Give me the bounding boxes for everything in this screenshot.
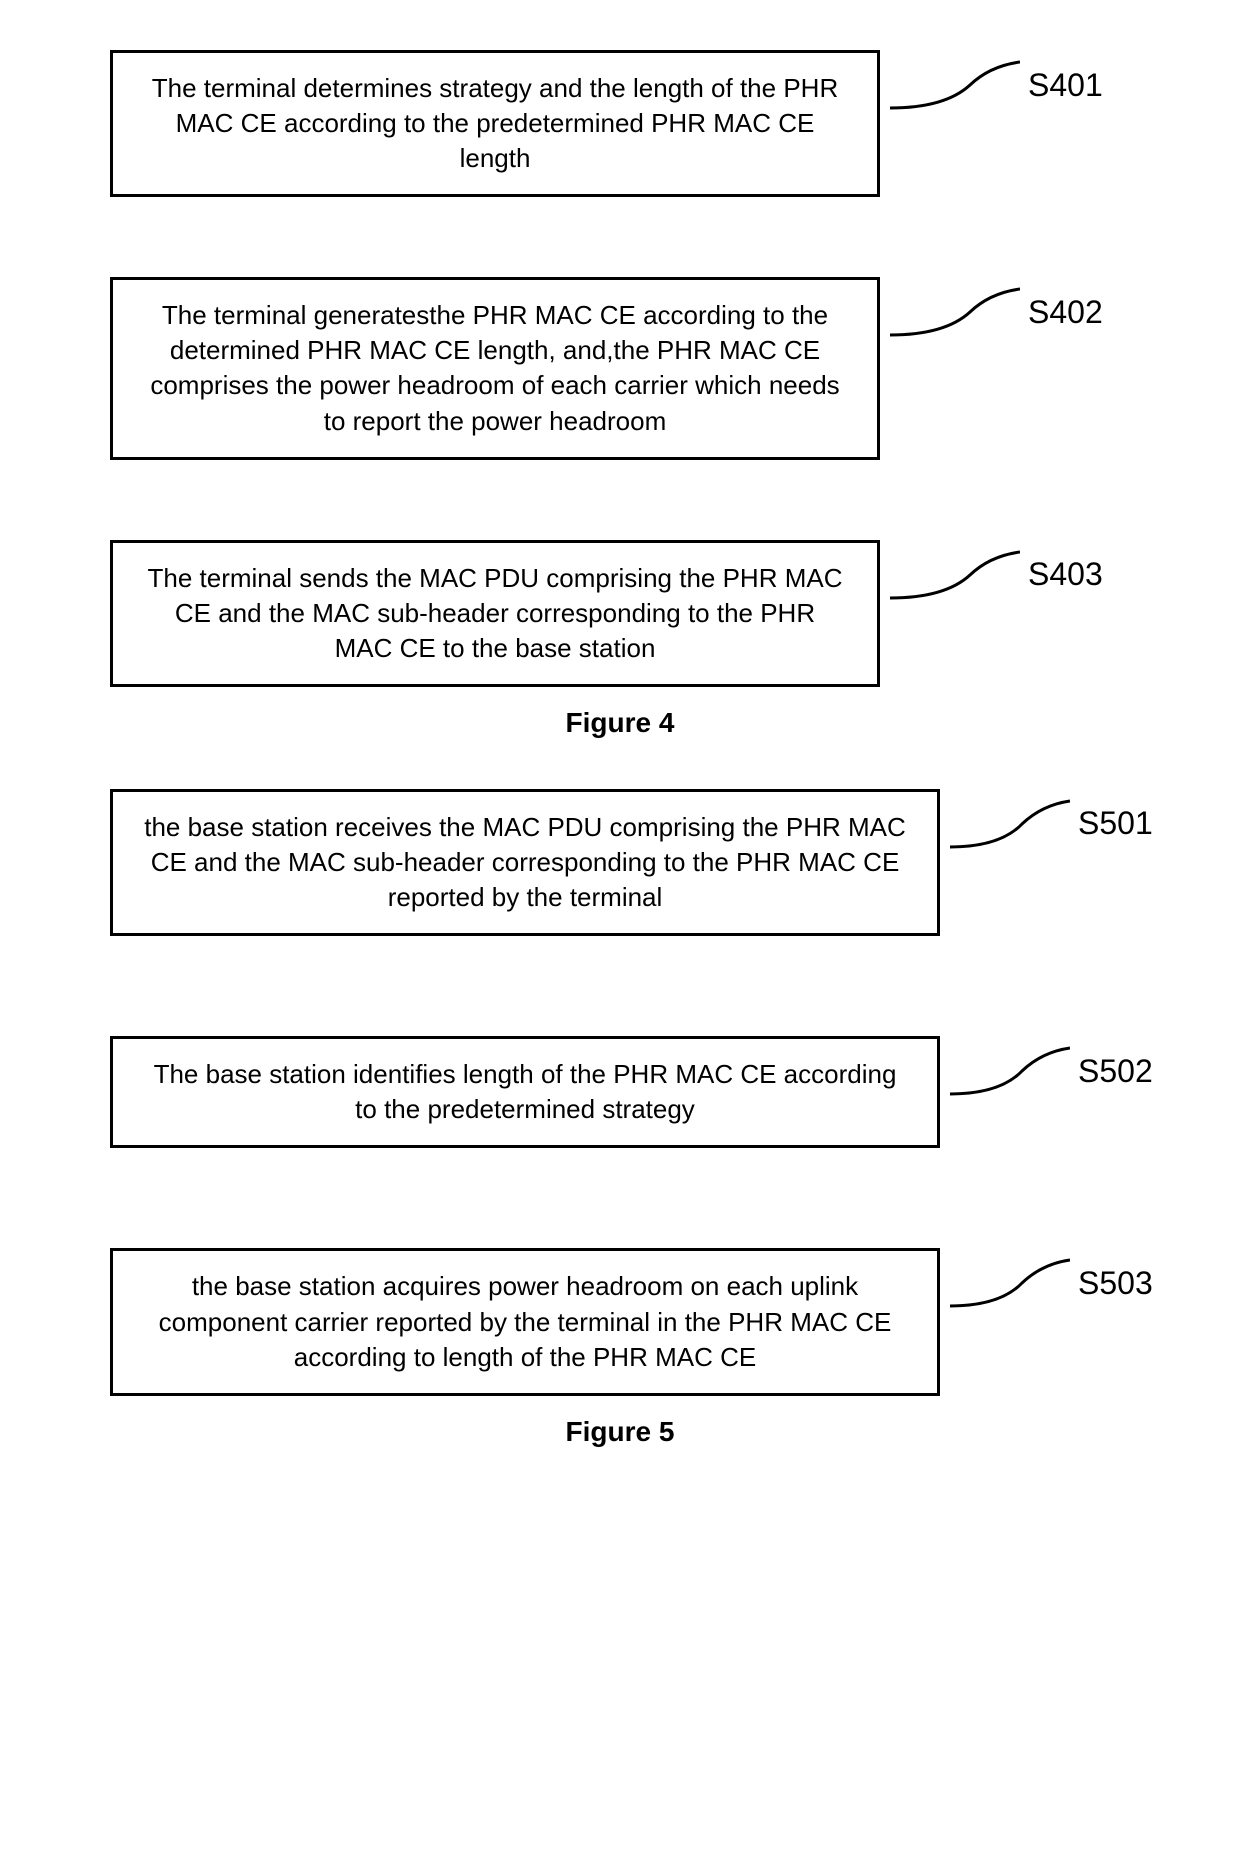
step-label-group: S503 [950,1258,1153,1308]
flow-step-box: the base station acquires power headroom… [110,1248,940,1395]
step-label: S403 [1028,556,1103,593]
figure-caption: Figure 5 [566,1416,675,1448]
flow-row: The terminal generatesthe PHR MAC CE acc… [60,277,1180,459]
flow-step-box: the base station receives the MAC PDU co… [110,789,940,936]
figure-5: the base station receives the MAC PDU co… [60,789,1180,1448]
flow-row: The base station identifies length of th… [60,1036,1180,1148]
flow-row: the base station acquires power headroom… [60,1248,1180,1395]
step-label: S402 [1028,294,1103,331]
step-label-group: S502 [950,1046,1153,1096]
flow-step-box: The terminal determines strategy and the… [110,50,880,197]
step-label-group: S501 [950,799,1153,849]
connector-curve-icon [950,1258,1070,1308]
step-label: S502 [1078,1053,1153,1090]
figure-caption: Figure 4 [566,707,675,739]
step-label: S501 [1078,805,1153,842]
step-label: S401 [1028,67,1103,104]
flow-step-box: The terminal sends the MAC PDU comprisin… [110,540,880,687]
flow-step-box: The terminal generatesthe PHR MAC CE acc… [110,277,880,459]
connector-curve-icon [950,1046,1070,1096]
connector-curve-icon [950,799,1070,849]
connector-curve-icon [890,550,1020,600]
figure-4: The terminal determines strategy and the… [60,50,1180,739]
connector-curve-icon [890,287,1020,337]
flow-row: The terminal determines strategy and the… [60,50,1180,197]
step-label-group: S403 [890,550,1103,600]
flow-row: the base station receives the MAC PDU co… [60,789,1180,936]
connector-curve-icon [890,60,1020,110]
step-label-group: S401 [890,60,1103,110]
step-label-group: S402 [890,287,1103,337]
step-label: S503 [1078,1265,1153,1302]
flow-row: The terminal sends the MAC PDU comprisin… [60,540,1180,687]
flow-step-box: The base station identifies length of th… [110,1036,940,1148]
